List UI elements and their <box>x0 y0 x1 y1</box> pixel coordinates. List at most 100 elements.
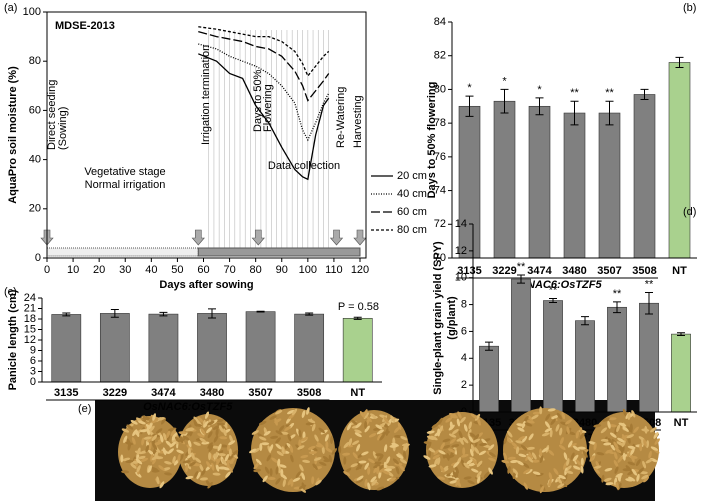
grain <box>376 486 385 491</box>
grain <box>440 442 445 450</box>
grain <box>565 470 574 474</box>
grain <box>153 441 162 446</box>
grain <box>352 452 359 459</box>
grain <box>208 444 214 452</box>
grain <box>507 465 511 474</box>
grain <box>259 443 263 452</box>
grain <box>478 450 487 456</box>
annotation: Flowering <box>262 84 274 132</box>
grain <box>515 446 520 455</box>
grain <box>426 442 432 450</box>
grain <box>455 478 460 487</box>
grain <box>135 458 143 465</box>
grain <box>501 459 510 464</box>
y-tick-label: 74 <box>434 184 446 196</box>
grain <box>503 436 508 445</box>
grain <box>531 414 539 420</box>
grain <box>516 423 525 427</box>
grain <box>608 424 617 428</box>
grain <box>453 461 460 468</box>
grain <box>301 482 306 490</box>
grain <box>600 427 608 434</box>
x-tick-label: 3508 <box>297 387 321 399</box>
grain <box>526 420 535 424</box>
grain <box>377 464 385 471</box>
grain <box>449 438 457 444</box>
x-tick-label: 3474 <box>527 265 552 277</box>
grain <box>474 447 480 455</box>
grain <box>469 448 474 457</box>
grain <box>182 435 190 441</box>
x-tick-label: 110 <box>325 264 343 276</box>
grain <box>379 434 385 441</box>
grain <box>468 421 472 430</box>
grain <box>402 443 408 451</box>
grain <box>626 426 633 433</box>
grain <box>274 418 278 426</box>
grain <box>384 468 392 472</box>
grain <box>126 424 134 430</box>
y-axis-label: Panicle length (cm) <box>7 289 19 390</box>
x-tick-label: NT <box>672 265 687 277</box>
grain <box>626 434 635 439</box>
grain <box>488 457 496 462</box>
grain <box>134 450 143 455</box>
y-tick-label: 80 <box>29 55 41 67</box>
line-series <box>198 53 330 181</box>
grain <box>462 437 469 444</box>
x-tick-label: 90 <box>276 264 288 276</box>
grain <box>577 446 586 450</box>
grain <box>629 455 638 459</box>
grain <box>164 461 172 465</box>
grain <box>368 433 377 438</box>
significance-label: ** <box>613 288 622 300</box>
significance-label: ** <box>645 278 654 290</box>
grain <box>617 444 625 450</box>
grain <box>276 450 284 457</box>
grain <box>527 456 534 463</box>
grain <box>270 435 279 439</box>
grain <box>298 429 302 438</box>
grain <box>187 447 191 456</box>
annotation: Irrigation termination <box>200 45 212 145</box>
grain <box>204 411 210 419</box>
grain <box>510 459 519 464</box>
error-bar <box>645 291 653 315</box>
grain <box>354 432 362 438</box>
y-tick-label: 21 <box>24 302 36 314</box>
grain <box>399 464 405 472</box>
x-tick-label: 3229 <box>103 387 127 399</box>
x-axis-label: Days after sowing <box>159 279 253 291</box>
grain <box>572 454 579 462</box>
grain <box>378 467 387 473</box>
grain <box>548 479 552 487</box>
grain <box>569 443 577 448</box>
error-bar <box>208 308 216 319</box>
grain <box>123 435 128 444</box>
grain <box>355 464 363 471</box>
grain <box>479 442 488 447</box>
grain <box>468 435 474 443</box>
grain <box>275 443 282 450</box>
y-tick-label: 12 <box>455 245 467 257</box>
grain <box>532 471 541 476</box>
grain <box>136 465 141 473</box>
grain <box>437 476 445 480</box>
grain <box>608 437 613 446</box>
grain <box>215 428 219 437</box>
grain <box>557 483 565 489</box>
panel-label: (a) <box>4 2 17 14</box>
x-tick-label: 3474 <box>151 387 176 399</box>
grain <box>428 447 436 453</box>
grain <box>343 470 351 477</box>
grain <box>148 442 152 451</box>
grain <box>563 452 568 460</box>
grain <box>321 446 325 454</box>
grain <box>342 452 351 456</box>
grain <box>143 436 152 440</box>
grain <box>593 442 597 451</box>
grain <box>343 441 350 449</box>
grain <box>547 408 556 412</box>
error-bar <box>500 88 509 114</box>
grain <box>449 421 453 430</box>
